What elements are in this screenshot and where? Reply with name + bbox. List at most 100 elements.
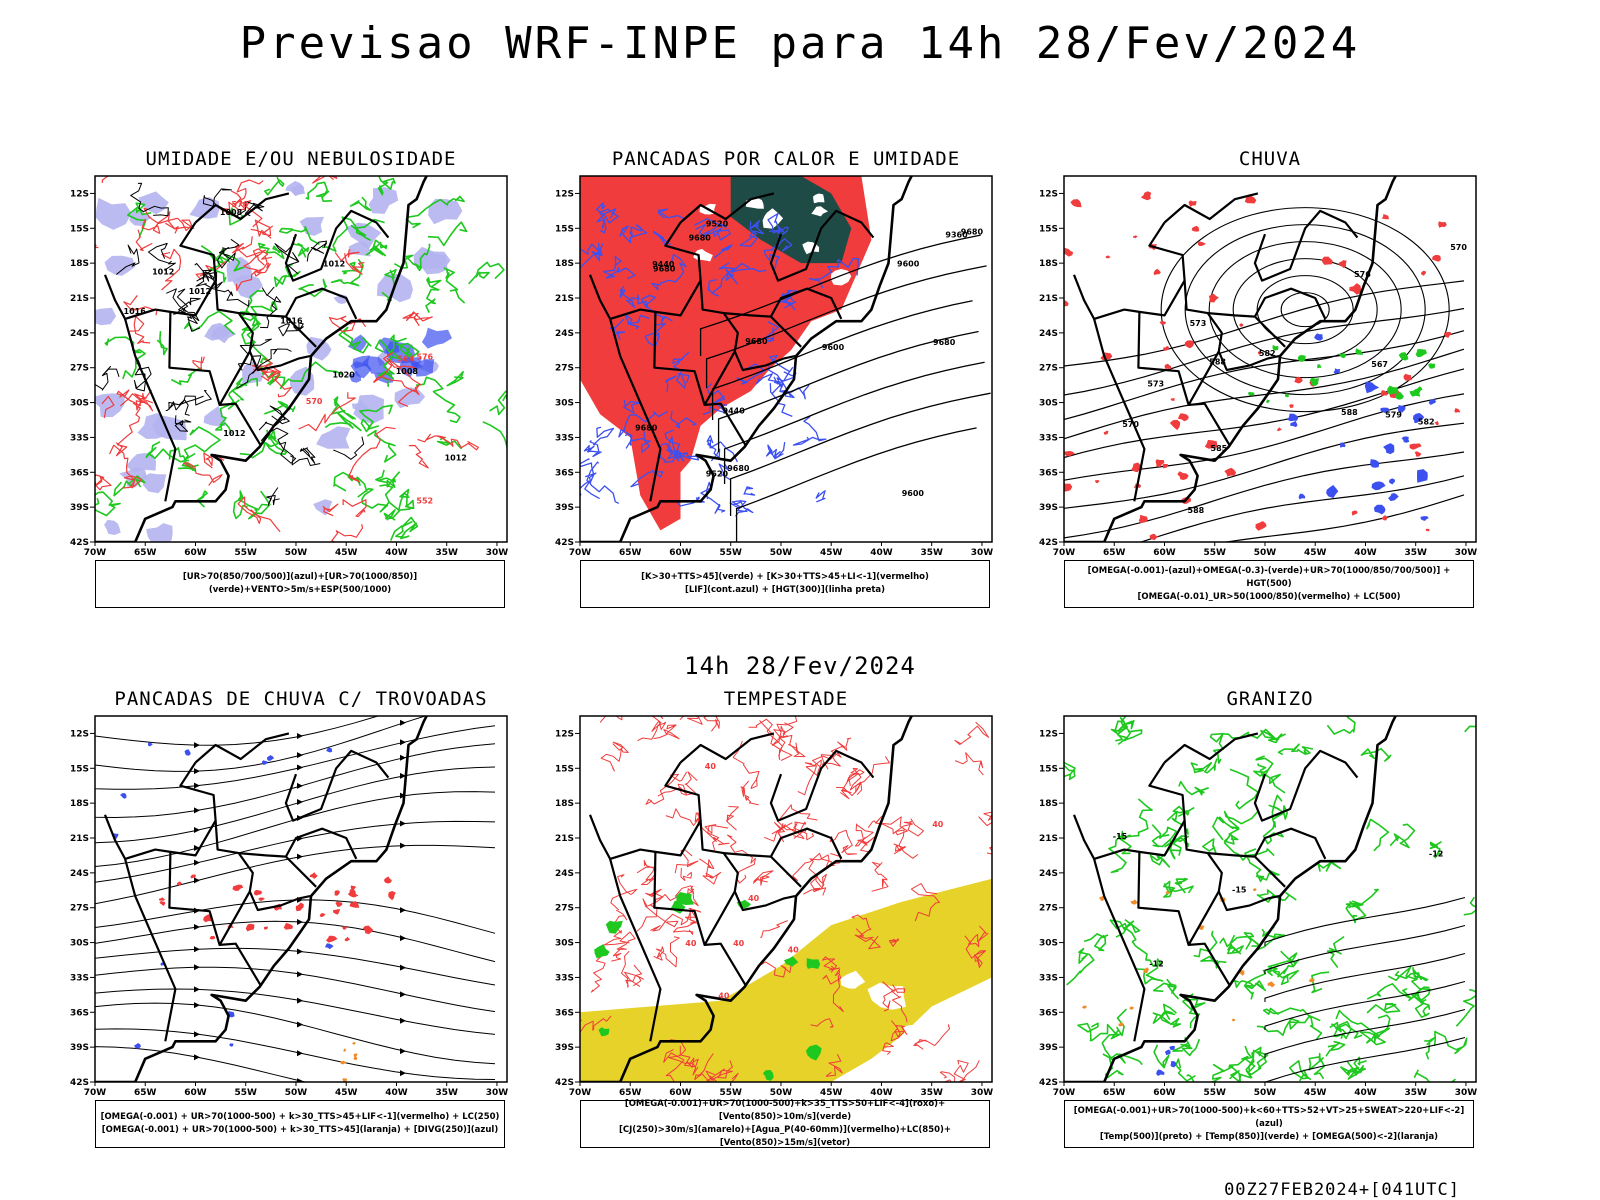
lat-tick-label: 18S [70, 259, 89, 269]
map-pancadas-calor: 9680 9680 9680 9600 9680 9680 9600 9520 9440 9360… [555, 175, 993, 558]
lat-tick-label: 12S [1039, 189, 1058, 199]
contour-label: 582 [1259, 349, 1276, 358]
contour-label: 579 [1385, 411, 1402, 420]
contour-label: 567 [1371, 360, 1388, 369]
lat-tick-label: 21S [1039, 834, 1058, 844]
lon-tick-label: 30W [486, 548, 509, 558]
lon-tick-label: 50W [1254, 1088, 1277, 1098]
lon-tick-label: 40W [870, 548, 893, 558]
contour-label: 588 [1188, 506, 1205, 515]
lat-tick-label: 15S [70, 224, 89, 234]
lat-tick-label: 42S [70, 1078, 89, 1088]
lat-tick-label: 27S [555, 364, 574, 374]
lon-tick-label: 45W [335, 548, 358, 558]
contour-label: 1016 [280, 317, 303, 326]
lon-tick-label: 30W [1455, 1088, 1478, 1098]
lat-tick-label: 36S [1039, 468, 1058, 478]
contour-label: 9600 [902, 489, 925, 498]
lon-tick-label: 40W [385, 548, 408, 558]
lon-tick-label: 40W [385, 1088, 408, 1098]
lon-tick-label: 35W [435, 1088, 458, 1098]
panel-title: PANCADAS DE CHUVA C/ TROVOADAS [114, 688, 488, 710]
lon-tick-label: 45W [1304, 548, 1327, 558]
lat-tick-label: 15S [555, 764, 574, 774]
legend-line: [CJ(250)>30m/s](amarelo)+[Agua_P(40-60mm… [618, 1125, 952, 1148]
lat-tick-label: 18S [555, 259, 574, 269]
lon-tick-label: 70W [1053, 548, 1076, 558]
contour-label: 1008 [396, 367, 419, 376]
contour-label: 40 [748, 894, 760, 903]
lat-tick-label: 15S [1039, 224, 1058, 234]
contour-label: -12 [1149, 960, 1163, 969]
lat-tick-label: 24S [70, 869, 89, 879]
lon-tick-label: 60W [1153, 548, 1176, 558]
legend-line: [LIF](cont.azul) + [HGT(300)](linha pret… [684, 585, 886, 595]
contour-label: -15 [1232, 886, 1247, 895]
panel-title: CHUVA [1238, 148, 1302, 170]
lon-tick-label: 55W [235, 1088, 258, 1098]
lat-tick-label: 36S [1039, 1008, 1058, 1018]
lon-tick-label: 35W [920, 1088, 943, 1098]
lat-tick-label: 39S [70, 1043, 89, 1053]
lat-tick-label: 39S [1039, 503, 1058, 513]
contour-label: 9360 [945, 231, 968, 240]
lon-tick-label: 65W [619, 1088, 642, 1098]
legend-box: [UR>70(850/700/500)](azul)+[UR>70(1000/8… [95, 560, 505, 608]
contour-label: 9520 [706, 220, 729, 229]
lat-tick-label: 21S [555, 294, 574, 304]
lon-tick-label: 45W [820, 548, 843, 558]
lat-tick-label: 24S [1039, 869, 1058, 879]
lat-tick-label: 27S [1039, 904, 1058, 914]
lon-tick-label: 30W [971, 1088, 994, 1098]
lon-tick-label: 70W [84, 548, 107, 558]
lon-tick-label: 50W [770, 1088, 793, 1098]
contour-label: 1012 [323, 260, 345, 269]
contour-label: 9680 [689, 233, 712, 242]
contour-label: 570 [306, 397, 323, 406]
lat-tick-label: 12S [555, 729, 574, 739]
contour-label: 573 [1190, 319, 1207, 328]
lon-tick-label: 35W [435, 548, 458, 558]
panel-title: TEMPESTADE [723, 688, 849, 710]
lat-tick-label: 24S [1039, 329, 1058, 339]
lon-tick-label: 55W [1204, 1088, 1227, 1098]
panel-pancadas-calor: PANCADAS POR CALOR E UMIDADE 9680 9680 9680… [540, 148, 1040, 628]
lat-tick-label: 30S [70, 939, 89, 949]
lon-tick-label: 55W [235, 548, 258, 558]
panel-title: UMIDADE E/OU NEBULOSIDADE [145, 148, 457, 170]
contour-label: 585 [1211, 444, 1228, 453]
lon-tick-label: 50W [770, 548, 793, 558]
lat-tick-label: 42S [1039, 1078, 1058, 1088]
panel-granizo: GRANIZO -15 -15 -12 -12 12S 15S 18S 21S 24S 27S 30S… [1024, 688, 1524, 1168]
contour-label: 40 [705, 762, 717, 771]
lat-tick-label: 33S [1039, 973, 1058, 983]
lat-tick-label: 18S [1039, 259, 1058, 269]
contour-label: 40 [685, 939, 697, 948]
contour-label: 588 [1341, 408, 1358, 417]
legend-line: [Temp(500)](preto) + [Temp(850)](verde) … [1099, 1131, 1439, 1142]
contour-label: 576 [416, 352, 433, 361]
lat-tick-label: 18S [555, 799, 574, 809]
lat-tick-label: 39S [70, 503, 89, 513]
lat-tick-label: 21S [70, 834, 89, 844]
contour-label: 9440 [723, 407, 746, 416]
lat-tick-label: 15S [1039, 764, 1058, 774]
lat-tick-label: 24S [555, 869, 574, 879]
contour-label: 9680 [961, 227, 984, 236]
main-title: Previsao WRF-INPE para 14h 28/Fev/2024 [239, 18, 1361, 69]
contour-label: 9520 [706, 470, 729, 479]
contour-label: 40 [733, 939, 745, 948]
contour-label: 9680 [745, 337, 768, 346]
lon-tick-label: 70W [569, 548, 592, 558]
lon-tick-label: 50W [285, 548, 308, 558]
contour-label: 1012 [445, 453, 467, 462]
middle-title: 14h 28/Fev/2024 [684, 652, 916, 680]
lon-tick-label: 60W [669, 548, 692, 558]
legend-line: [OMEGA(-0.001)+UR>70(1000-500)+k<60+TTS>… [1073, 1105, 1465, 1129]
lat-tick-label: 30S [1039, 399, 1058, 409]
panel-title: GRANIZO [1226, 688, 1314, 710]
contour-label: 9600 [822, 343, 845, 352]
contour-label: 40 [932, 820, 944, 829]
panel-tempestade: TEMPESTADE 40 40 40 40 40 40 40 12S 15S 18S 21S 24S 2… [540, 688, 1040, 1168]
lat-tick-label: 42S [70, 538, 89, 548]
